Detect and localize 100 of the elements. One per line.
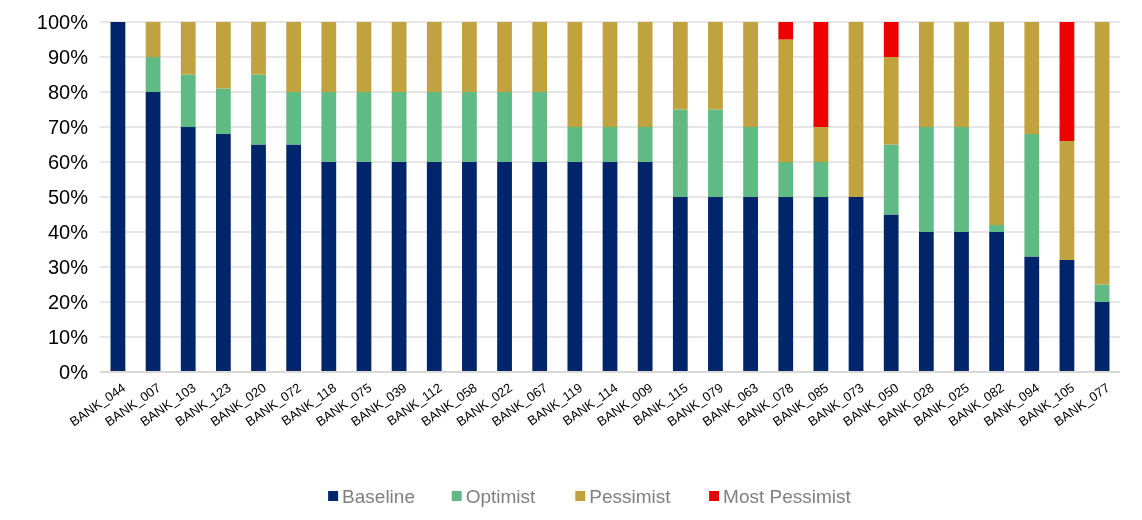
bar (954, 127, 969, 232)
bar (883, 57, 899, 145)
bar (286, 92, 302, 145)
bar (567, 127, 583, 162)
bar (1024, 22, 1040, 134)
bar (532, 22, 548, 92)
bar (637, 127, 653, 162)
bar (848, 22, 864, 197)
bar (356, 22, 372, 92)
y-tick-label: 20% (47, 291, 89, 313)
y-tick-label: 0% (59, 361, 89, 383)
bar (1094, 22, 1110, 285)
bar (1094, 284, 1110, 302)
bar (532, 162, 548, 372)
bar (813, 22, 829, 127)
bar (708, 22, 723, 110)
bar (251, 22, 266, 75)
bar (672, 109, 688, 197)
bar (426, 92, 442, 162)
bar (989, 22, 1005, 225)
y-tick-label: 70% (47, 116, 89, 138)
bar (883, 214, 899, 372)
bar (813, 127, 829, 162)
bar (286, 22, 302, 92)
bar (989, 232, 1005, 372)
bar (180, 22, 196, 75)
bar (918, 232, 934, 372)
bar (883, 22, 899, 57)
bar (356, 162, 372, 372)
bar (462, 22, 477, 92)
bar (743, 22, 758, 127)
bar (321, 22, 337, 92)
y-tick-label: 100% (36, 11, 89, 33)
bar (567, 162, 583, 372)
bar (145, 92, 161, 372)
bar (110, 22, 126, 372)
bar (637, 22, 653, 127)
bar (356, 92, 372, 162)
bar (813, 162, 829, 197)
bar (778, 39, 794, 162)
legend-label: Baseline (342, 485, 415, 507)
bar (778, 197, 794, 372)
bar (251, 144, 266, 372)
bar (743, 197, 758, 372)
y-tick-label: 10% (47, 326, 89, 348)
bar (637, 162, 653, 372)
bar (848, 197, 864, 372)
bar (1024, 256, 1040, 372)
bar (1024, 134, 1040, 257)
bar (1094, 302, 1110, 372)
bar (743, 127, 758, 197)
bar (672, 197, 688, 372)
bar (532, 92, 548, 162)
bar (321, 92, 337, 162)
bar (391, 22, 407, 92)
bar (1059, 260, 1075, 372)
bar (497, 92, 512, 162)
bar (321, 162, 337, 372)
bar (989, 225, 1005, 232)
bar (497, 162, 512, 372)
bar (918, 127, 934, 232)
bar (883, 144, 899, 215)
bar (145, 22, 161, 57)
y-tick-label: 80% (47, 81, 89, 103)
bar (391, 162, 407, 372)
bar (215, 22, 231, 89)
bar (391, 92, 407, 162)
bar (954, 22, 969, 127)
bar (602, 22, 618, 127)
bar (462, 92, 477, 162)
bar (602, 127, 618, 162)
bar (708, 197, 723, 372)
bar (180, 74, 196, 127)
legend-label: Pessimist (589, 485, 672, 507)
bar (215, 134, 231, 372)
bar (708, 109, 723, 197)
bar (567, 22, 583, 127)
y-tick-label: 30% (47, 256, 89, 278)
bar (426, 162, 442, 372)
legend-label: Optimist (465, 485, 537, 507)
y-tick-label: 50% (47, 186, 89, 208)
bar (497, 22, 512, 92)
y-tick-label: 90% (47, 46, 89, 68)
bar (251, 74, 266, 145)
bar (180, 127, 196, 372)
bar (1059, 141, 1075, 260)
bar (602, 162, 618, 372)
bar (778, 162, 794, 197)
bar (813, 197, 829, 372)
bar (286, 144, 302, 372)
bar (672, 22, 688, 110)
legend-label: Most Pessimist (723, 485, 852, 507)
y-tick-label: 60% (47, 151, 89, 173)
y-tick-label: 40% (47, 221, 89, 243)
bar (462, 162, 477, 372)
bar (215, 88, 231, 134)
bar (145, 57, 161, 92)
bar (778, 22, 794, 40)
bar (954, 232, 969, 372)
bar (1059, 22, 1075, 141)
